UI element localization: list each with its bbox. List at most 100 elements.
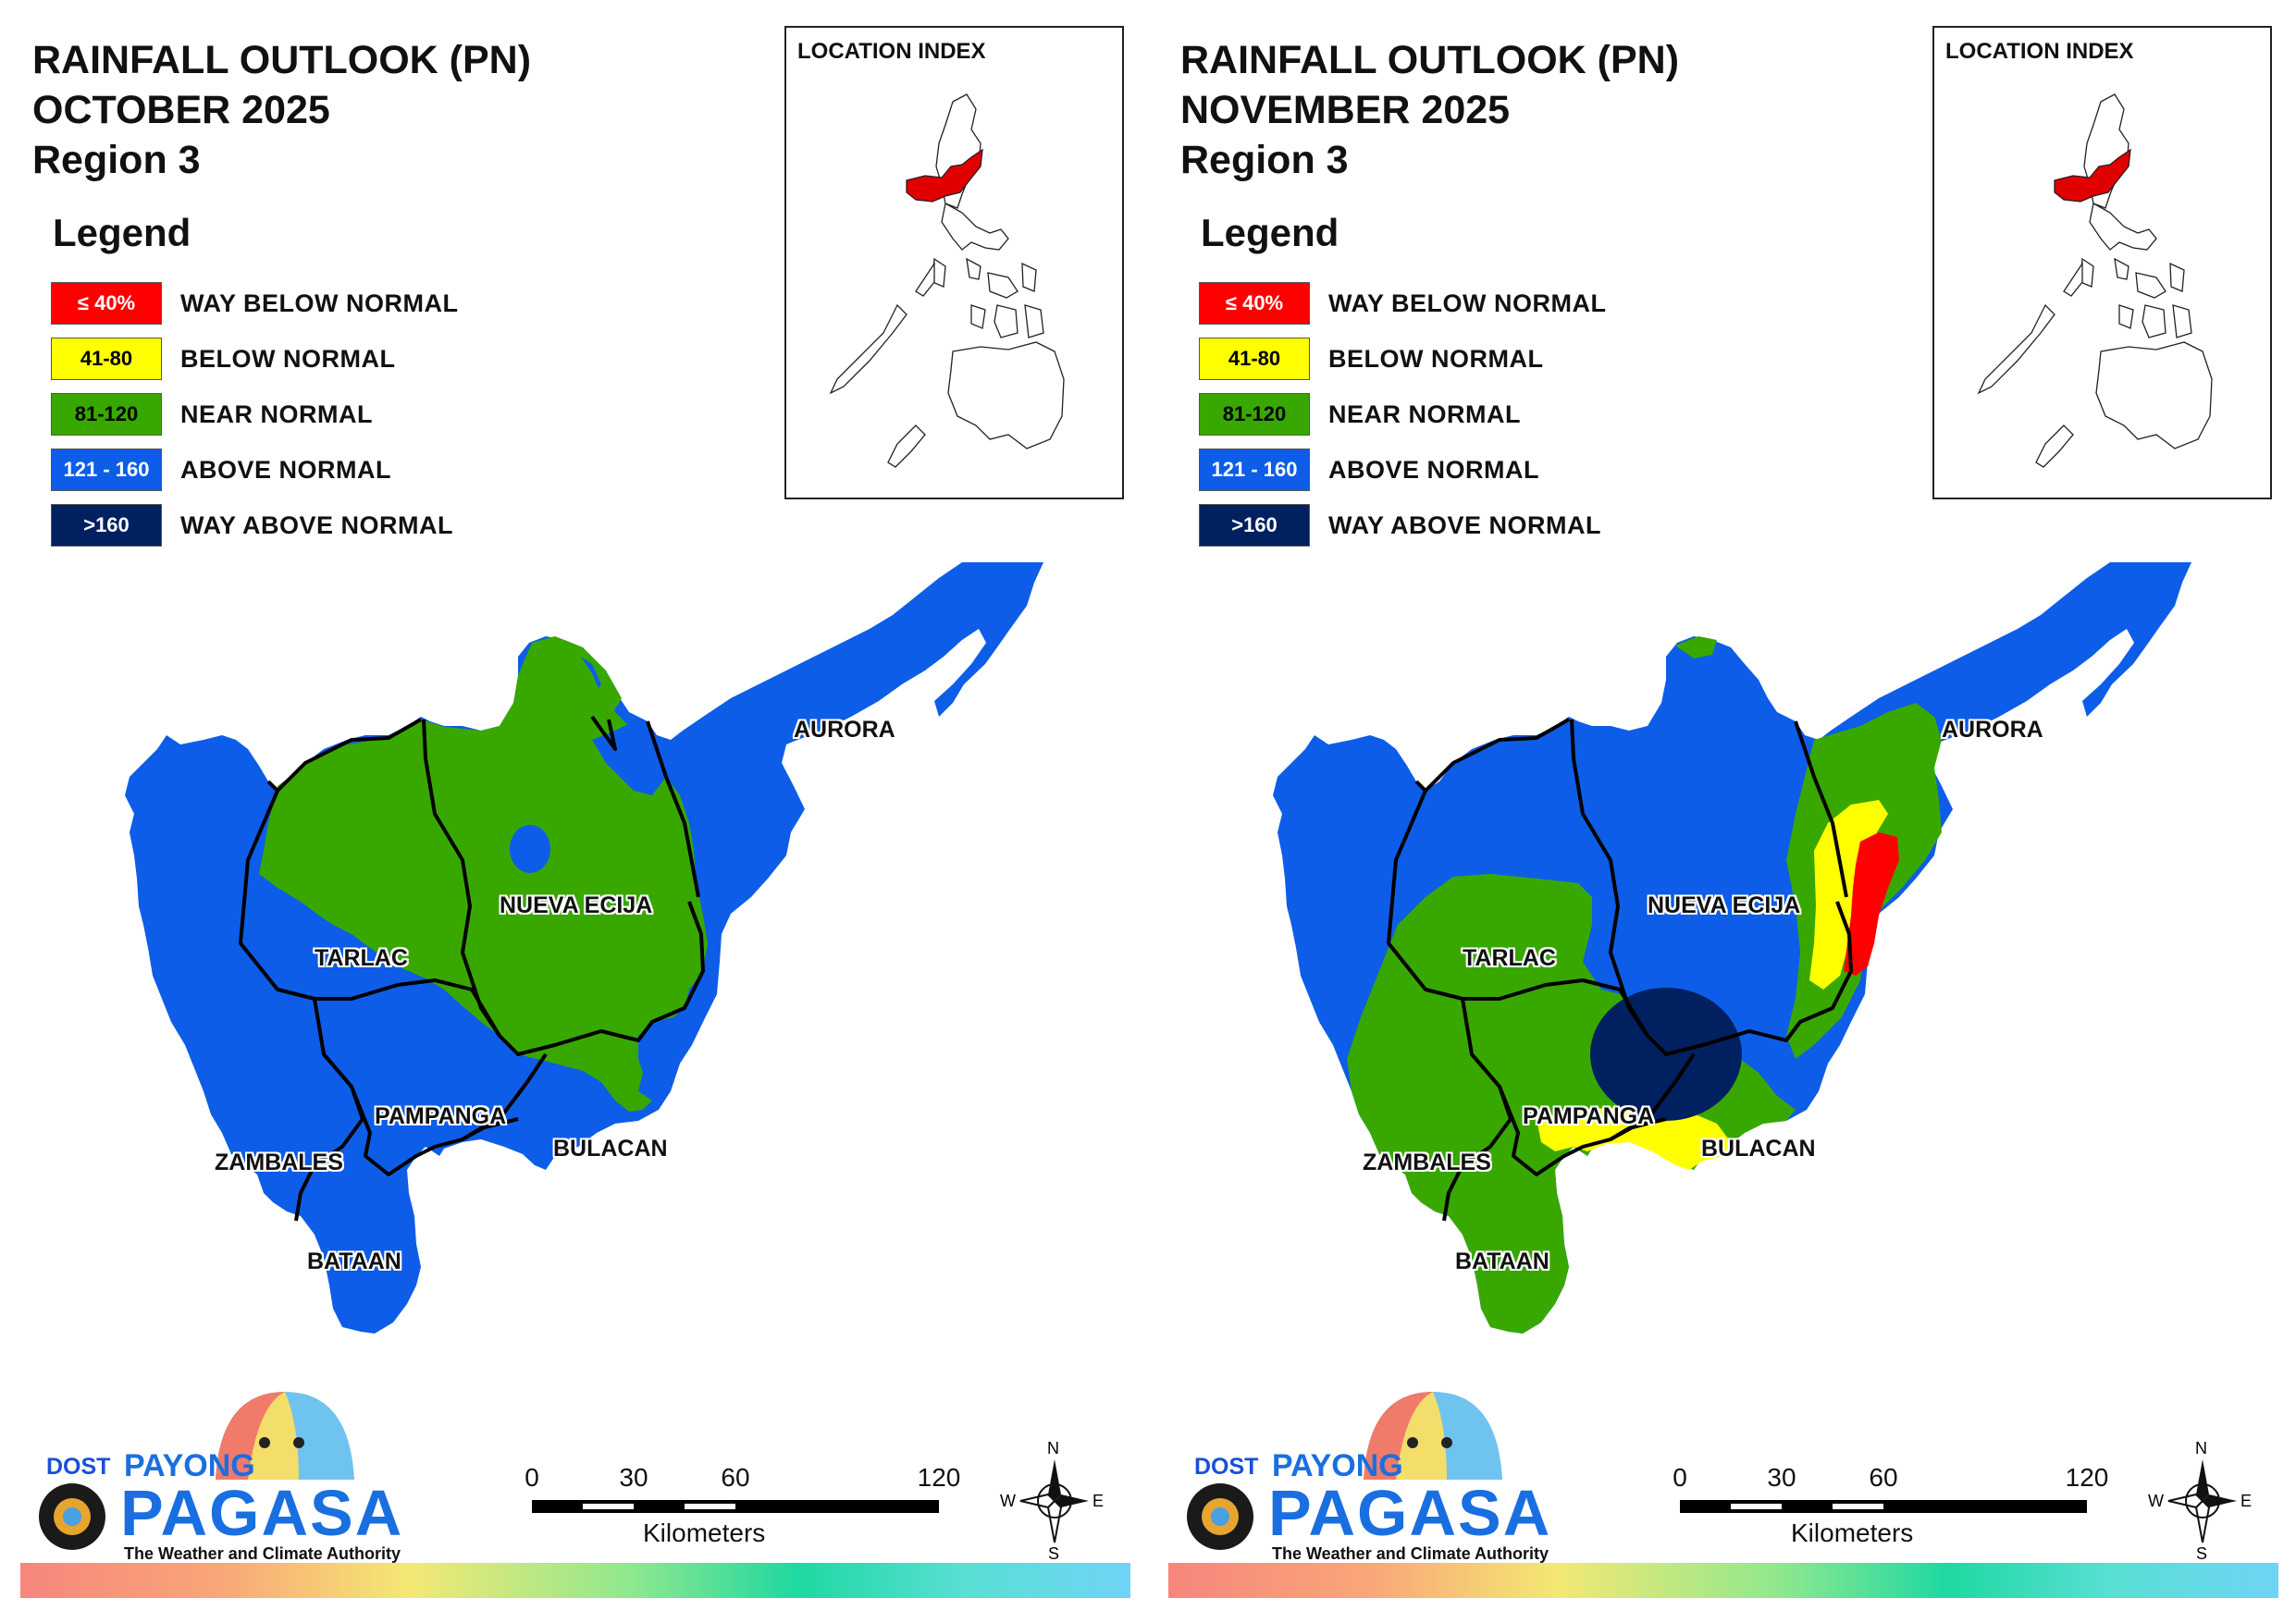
province-label-zambales: ZAMBALES xyxy=(215,1150,343,1175)
legend-item-below: 41-80 BELOW NORMAL xyxy=(51,331,459,387)
scale-bar: 0 30 60 120 Kilometers xyxy=(525,1463,960,1565)
legend-swatch: 121 - 160 xyxy=(1199,449,1310,491)
province-label-pampanga: PAMPANGA xyxy=(375,1103,507,1129)
region3-map-november xyxy=(1273,562,2191,1334)
umbrella-icon xyxy=(1187,1392,1502,1550)
near-normal-north xyxy=(1675,636,1717,658)
legend-label: NEAR NORMAL xyxy=(1328,400,1521,428)
compass-e: E xyxy=(1092,1492,1105,1510)
decorative-gradient-bar xyxy=(1168,1563,2278,1598)
scale-bar: 0 30 60 120 Kilometers xyxy=(1673,1463,2108,1565)
title-line-2: OCTOBER 2025 xyxy=(32,88,330,132)
province-boundaries xyxy=(239,715,705,1222)
province-label-pampanga: PAMPANGA xyxy=(1523,1103,1655,1129)
legend-heading: Legend xyxy=(53,211,191,254)
legend-item-near: 81-120 NEAR NORMAL xyxy=(51,387,459,442)
scale-tick: 0 xyxy=(525,1463,539,1492)
map-title: RAINFALL OUTLOOK (PN) NOVEMBER 2025 Regi… xyxy=(1180,35,1679,185)
compass-n: N xyxy=(1047,1439,1059,1457)
region3-map-october xyxy=(125,562,1043,1334)
october-panel: RAINFALL OUTLOOK (PN) OCTOBER 2025 Regio… xyxy=(20,26,1130,1598)
compass-s: S xyxy=(1048,1544,1060,1563)
compass-w: W xyxy=(1000,1492,1016,1510)
province-label-tarlac: TARLAC xyxy=(315,945,408,971)
scale-unit: Kilometers xyxy=(1791,1518,1914,1547)
province-label-nueva-ecija: NUEVA ECIJA xyxy=(1648,892,1801,918)
scale-tick: 60 xyxy=(721,1463,750,1492)
location-index-title: LOCATION INDEX xyxy=(1945,39,2134,64)
logo-pagasa: PAGASA xyxy=(120,1477,404,1549)
legend-swatch: 81-120 xyxy=(51,393,162,436)
legend-item-near: 81-120 NEAR NORMAL xyxy=(1199,387,1607,442)
province-label-tarlac: TARLAC xyxy=(1463,945,1556,971)
title-line-1: RAINFALL OUTLOOK (PN) xyxy=(32,38,532,82)
way-below-normal-area xyxy=(1844,832,1899,976)
province-label-nueva-ecija: NUEVA ECIJA xyxy=(500,892,653,918)
location-index: LOCATION INDEX xyxy=(784,26,1124,499)
decorative-gradient-bar xyxy=(20,1563,1130,1598)
compass-e: E xyxy=(2240,1492,2253,1510)
compass-s: S xyxy=(2196,1544,2208,1563)
logo-payong: PAYONG xyxy=(124,1448,255,1483)
legend-label: BELOW NORMAL xyxy=(1328,344,1544,373)
compass-rose: N S E W xyxy=(1000,1439,1104,1563)
province-boundaries xyxy=(1387,718,1853,1222)
logo-tagline: The Weather and Climate Authority xyxy=(124,1544,401,1563)
scale-bar-graphic xyxy=(1680,1500,2087,1513)
title-line-1: RAINFALL OUTLOOK (PN) xyxy=(1180,38,1680,82)
legend-swatch: ≤ 40% xyxy=(51,282,162,325)
compass-icon xyxy=(2167,1459,2237,1543)
title-line-2: NOVEMBER 2025 xyxy=(1180,88,1511,132)
compass-n: N xyxy=(2195,1439,2207,1457)
logo-dost: DOST xyxy=(1194,1454,1259,1480)
legend-item-above: 121 - 160 ABOVE NORMAL xyxy=(51,442,459,498)
legend-item-way-above: >160 WAY ABOVE NORMAL xyxy=(1199,498,1607,553)
scale-tick: 30 xyxy=(1767,1463,1796,1492)
philippines-index-map xyxy=(1977,93,2213,468)
legend: Legend ≤ 40% WAY BELOW NORMAL 41-80 BELO… xyxy=(1199,211,1607,553)
umbrella-icon xyxy=(39,1392,354,1550)
legend-label: BELOW NORMAL xyxy=(180,344,396,373)
province-label-bulacan: BULACAN xyxy=(553,1136,668,1162)
location-index: LOCATION INDEX xyxy=(1932,26,2272,499)
title-line-3: Region 3 xyxy=(32,138,201,182)
near-normal-area xyxy=(1347,874,1796,1334)
legend-label: WAY ABOVE NORMAL xyxy=(1328,510,1602,539)
legend-item-way-above: >160 WAY ABOVE NORMAL xyxy=(51,498,459,553)
compass-rose: N S E W xyxy=(2148,1439,2252,1563)
legend-item-way-below: ≤ 40% WAY BELOW NORMAL xyxy=(1199,276,1607,331)
november-panel: RAINFALL OUTLOOK (PN) NOVEMBER 2025 Regi… xyxy=(1148,0,2296,1623)
legend-label: ABOVE NORMAL xyxy=(180,455,391,484)
province-label-aurora: AURORA xyxy=(794,717,895,743)
legend: Legend ≤ 40% WAY BELOW NORMAL 41-80 BELO… xyxy=(51,211,459,553)
scale-bar-graphic xyxy=(532,1500,939,1513)
payong-pagasa-logo: DOST PAYONG PAGASA The Weather and Clima… xyxy=(35,1387,405,1563)
scale-unit: Kilometers xyxy=(643,1518,766,1547)
logo-dost: DOST xyxy=(46,1454,111,1480)
legend-label: NEAR NORMAL xyxy=(180,400,373,428)
logo-pagasa: PAGASA xyxy=(1268,1477,1552,1549)
scale-tick: 30 xyxy=(619,1463,648,1492)
legend-label: ABOVE NORMAL xyxy=(1328,455,1539,484)
legend-item-way-below: ≤ 40% WAY BELOW NORMAL xyxy=(51,276,459,331)
scale-tick: 120 xyxy=(917,1463,961,1492)
payong-pagasa-logo: DOST PAYONG PAGASA The Weather and Clima… xyxy=(1183,1387,1553,1563)
below-normal-south xyxy=(1537,1105,1731,1170)
title-line-3: Region 3 xyxy=(1180,138,1349,182)
province-label-bataan: BATAAN xyxy=(1455,1248,1549,1274)
legend-swatch: 41-80 xyxy=(1199,338,1310,380)
legend-swatch: >160 xyxy=(51,504,162,547)
philippines-index-map xyxy=(829,93,1065,468)
legend-swatch: 121 - 160 xyxy=(51,449,162,491)
above-normal-pocket xyxy=(510,825,550,873)
legend-heading: Legend xyxy=(1201,211,1339,254)
legend-swatch: 41-80 xyxy=(51,338,162,380)
legend-swatch: >160 xyxy=(1199,504,1310,547)
location-index-title: LOCATION INDEX xyxy=(797,39,986,64)
compass-w: W xyxy=(2148,1492,2164,1510)
scale-tick: 0 xyxy=(1673,1463,1687,1492)
compass-icon xyxy=(1019,1459,1089,1543)
legend-label: WAY BELOW NORMAL xyxy=(180,289,459,317)
province-label-bataan: BATAAN xyxy=(307,1248,401,1274)
map-title: RAINFALL OUTLOOK (PN) OCTOBER 2025 Regio… xyxy=(32,35,531,185)
